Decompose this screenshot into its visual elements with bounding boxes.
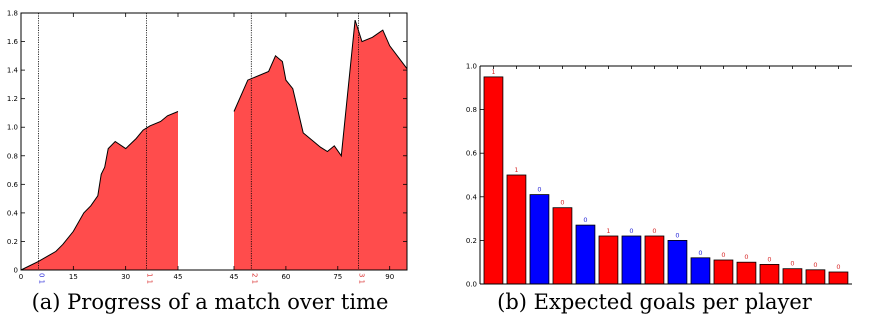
y-tick-label: 0.0 bbox=[466, 281, 477, 289]
match-progress-panel: 0 1 1 1 2 1 3 1 0 0.2 0.4 0.6 0.8 1.0 1.2 1.4 1.6 1.8… bbox=[0, 0, 420, 322]
x-tick-label: 90 bbox=[385, 273, 394, 281]
bar-label-6: 1 bbox=[606, 227, 610, 235]
bar-label-14: 0 bbox=[790, 260, 794, 268]
event-label-3: 2 1 bbox=[250, 273, 258, 284]
bar-5 bbox=[575, 224, 596, 285]
y-tick-label: 0.8 bbox=[7, 152, 18, 160]
bar-14 bbox=[782, 268, 803, 285]
bar-16 bbox=[828, 271, 849, 285]
bar-8 bbox=[644, 235, 665, 285]
bar-9 bbox=[667, 239, 688, 285]
event-label-1: 0 1 bbox=[37, 273, 45, 284]
x-tick-label: 60 bbox=[281, 273, 290, 281]
bar-label-13: 0 bbox=[767, 255, 771, 263]
bar-15 bbox=[805, 269, 826, 285]
x-tick-label: 0 bbox=[19, 273, 23, 281]
y-tick-label: 1.0 bbox=[466, 63, 477, 71]
y-tick-label: 1.2 bbox=[7, 95, 18, 103]
x-tick-label: 30 bbox=[121, 273, 130, 281]
expected-goals-chart: 1 1 0 0 0 1 0 0 0 0 0 0 0 0 0 0 0.0 0.2 0.4 0.6 0.8 1.0 bbox=[466, 63, 852, 289]
area-segment-2 bbox=[234, 20, 407, 270]
x-tick-label: 45 bbox=[174, 273, 183, 281]
bar-label-9: 0 bbox=[675, 231, 679, 239]
bar-label-10: 0 bbox=[698, 249, 702, 257]
area-outline-2 bbox=[233, 19, 408, 158]
y-tick-label: 1.6 bbox=[7, 38, 19, 46]
bar-12 bbox=[736, 261, 757, 285]
bar-7 bbox=[621, 235, 642, 285]
x-tick-label: 75 bbox=[333, 273, 342, 281]
event-label-4: 3 1 bbox=[358, 273, 366, 284]
area-outline-1 bbox=[20, 111, 179, 271]
bar-label-5: 0 bbox=[583, 216, 587, 224]
y-tick-label: 0 bbox=[14, 267, 18, 275]
x-tick-label: 15 bbox=[69, 273, 78, 281]
bar-4 bbox=[552, 207, 573, 285]
bar-11 bbox=[713, 259, 734, 285]
bar-label-4: 0 bbox=[560, 199, 564, 207]
bar-label-2: 1 bbox=[514, 166, 518, 174]
bar-label-16: 0 bbox=[836, 263, 840, 271]
expected-goals-panel: 1 1 0 0 0 1 0 0 0 0 0 0 0 0 0 0 0.0 0.2 0.4 0.6 0.8 1.0 (b) E… bbox=[440, 0, 869, 322]
match-progress-chart: 0 1 1 1 2 1 3 1 0 0.2 0.4 0.6 0.8 1.0 1.2 1.4 1.6 1.8… bbox=[7, 10, 408, 284]
bar-label-12: 0 bbox=[744, 253, 748, 261]
bar-label-3: 0 bbox=[537, 186, 541, 194]
plot-frame bbox=[20, 12, 408, 271]
bar-label-1: 1 bbox=[491, 68, 495, 76]
y-tick-label: 0.6 bbox=[466, 150, 478, 158]
y-tick-label: 1.4 bbox=[7, 67, 19, 75]
bar-label-11: 0 bbox=[721, 251, 725, 259]
area-segment-1 bbox=[21, 111, 178, 270]
expected-goals-caption: (b) Expected goals per player bbox=[497, 290, 812, 314]
y-tick-label: 0.8 bbox=[466, 106, 477, 114]
y-tick-label: 0.2 bbox=[466, 237, 477, 245]
event-label-2: 1 1 bbox=[146, 273, 154, 284]
y-tick-label: 0.6 bbox=[7, 181, 19, 189]
y-tick-label: 1.0 bbox=[7, 124, 18, 132]
bar-1 bbox=[483, 76, 504, 285]
y-tick-label: 0.4 bbox=[7, 209, 19, 217]
bar-6 bbox=[598, 235, 619, 285]
bar-label-8: 0 bbox=[652, 227, 656, 235]
bar-13 bbox=[759, 263, 780, 285]
match-progress-caption: (a) Progress of a match over time bbox=[31, 290, 389, 314]
bar-2 bbox=[506, 174, 527, 285]
bar-label-7: 0 bbox=[629, 227, 633, 235]
bar-3 bbox=[529, 194, 550, 285]
y-tick-label: 0.4 bbox=[466, 193, 478, 201]
y-tick-label: 0.2 bbox=[7, 238, 18, 246]
y-tick-label: 1.8 bbox=[7, 10, 18, 18]
bar-label-15: 0 bbox=[813, 261, 817, 269]
x-tick-label: 45 bbox=[230, 273, 239, 281]
bar-10 bbox=[690, 257, 711, 285]
